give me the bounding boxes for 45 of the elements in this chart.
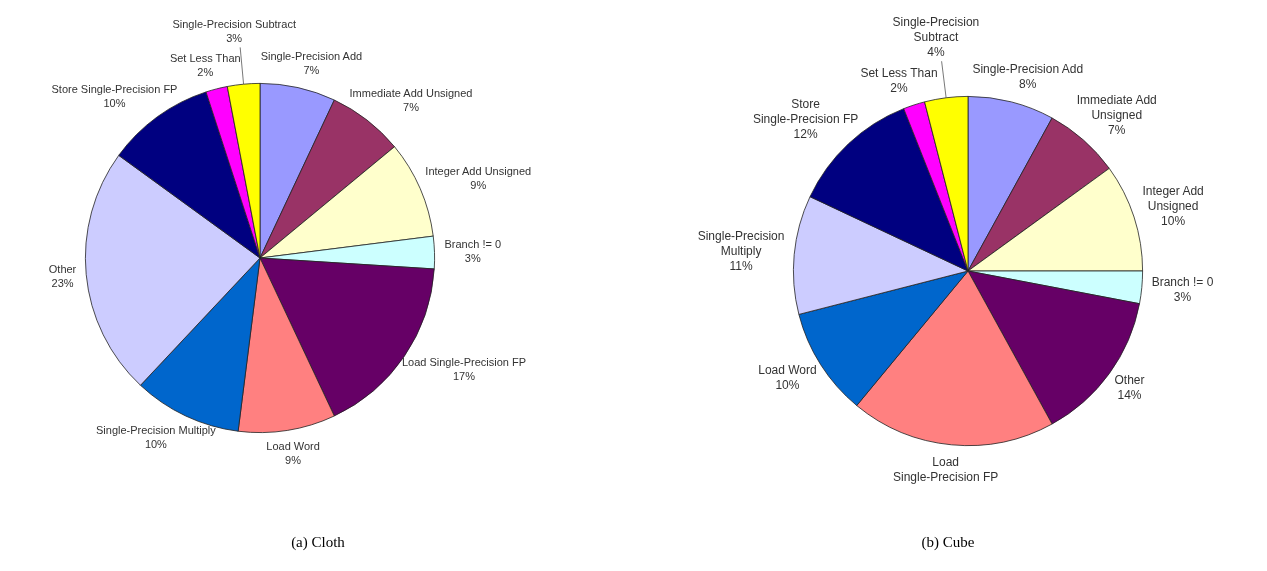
data-label: 14% [1117, 388, 1142, 403]
data-label: 4% [927, 45, 945, 60]
data-label: 2% [197, 65, 214, 78]
slice-label: Immediate Add Unsigned [1076, 92, 1157, 122]
data-label: 23% [51, 276, 74, 289]
slice-label: Single-Precision Add [972, 62, 1084, 77]
slice-label: Store Single-Precision FP [752, 97, 859, 127]
slice-label: Other [1114, 373, 1145, 388]
slice-label: Single-Precision Multiply [95, 423, 217, 436]
data-label: 11% [729, 258, 753, 273]
data-label: 17% [452, 369, 476, 382]
slice-label: Load Word [266, 440, 320, 453]
slice-label: Branch != 0 [444, 237, 502, 250]
data-label: 12% [793, 127, 818, 142]
slice-label: Load Single-Precision FP [892, 454, 999, 484]
slice-label: Integer Add Unsigned [1142, 184, 1204, 214]
data-label: 3% [1173, 289, 1192, 304]
data-label: 7% [1108, 122, 1126, 137]
slice-label: Single-Precision Subtract [892, 15, 980, 45]
data-label: 10% [775, 377, 800, 392]
data-label: 9% [285, 454, 302, 467]
data-label: 2% [890, 80, 908, 95]
slice-label: Single-Precision Add [260, 50, 363, 63]
slice-label: Load Single-Precision FP [401, 355, 527, 368]
slice-label: Immediate Add Unsigned [349, 87, 473, 100]
slice-label: Single-Precision Subtract [172, 18, 296, 31]
slice-label: Integer Add Unsigned [425, 165, 532, 178]
slice-label: Branch != 0 [1151, 274, 1214, 289]
slice-label: Set Less Than [860, 65, 938, 80]
slice-label: Load Word [758, 362, 817, 377]
text: (b) Cube [921, 534, 975, 551]
text: (a) Cloth [291, 534, 345, 551]
slice-label: Store Single-Precision FP [51, 83, 178, 96]
data-label: 9% [470, 179, 487, 192]
data-label: 10% [103, 97, 126, 110]
data-label: 10% [1161, 214, 1186, 229]
data-label: 10% [144, 437, 168, 450]
slice-label: Single-Precision Multiply [697, 228, 785, 258]
data-label: 7% [303, 64, 320, 77]
data-label: 7% [403, 101, 420, 114]
slice-label: Other [48, 262, 77, 275]
data-label: 8% [1019, 77, 1037, 92]
data-label: 3% [464, 251, 481, 264]
slice-label: Set Less Than [169, 51, 241, 64]
data-label: 3% [226, 32, 243, 45]
